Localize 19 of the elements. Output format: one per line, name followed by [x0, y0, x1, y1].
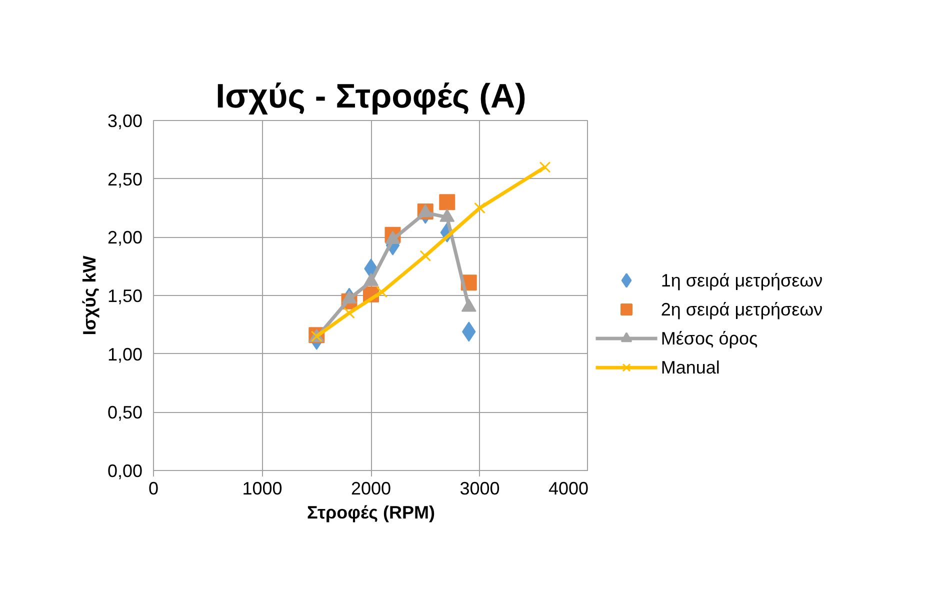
legend-label: 2η σειρά μετρήσεων	[660, 300, 823, 320]
legend-label: Manual	[660, 358, 720, 378]
y-tick-label: 0,50	[107, 402, 143, 423]
x-tick-label: 2000	[350, 478, 392, 498]
x-tick-label: 3000	[460, 478, 500, 498]
x-tick-label: 4000	[548, 478, 589, 498]
y-tick-label: 2,50	[107, 169, 143, 190]
y-tick-label: 1,00	[107, 344, 143, 364]
y-tick-label: 2,00	[107, 228, 143, 248]
y-tick-label: 3,00	[107, 111, 143, 131]
x-tick-label: 0	[148, 478, 159, 498]
legend-label: Μέσος όρος	[660, 328, 758, 349]
legend-label: 1η σειρά μετρήσεων	[660, 270, 823, 290]
y-tick-label: 0,00	[107, 461, 143, 481]
y-axis-title: Ισχύς kW	[79, 256, 100, 336]
y-tick-label: 1,50	[107, 286, 143, 306]
chart-title: Ισχύς - Στροφές (A)	[216, 78, 526, 116]
x-tick-label: 1000	[242, 478, 282, 498]
x-axis-title: Στροφές (RPM)	[307, 502, 436, 522]
